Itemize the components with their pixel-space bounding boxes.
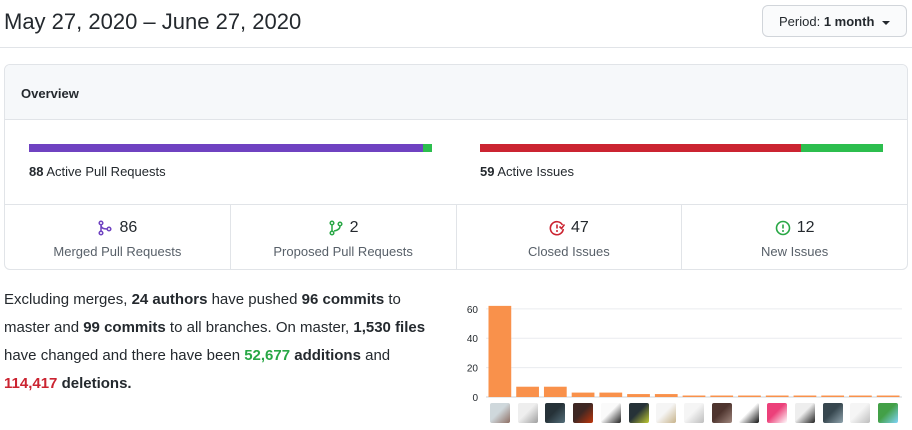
git-merge-icon [98,220,113,236]
deletions-label: deletions. [57,375,132,392]
issue-opened-icon [775,220,791,236]
avatar-3[interactable] [545,403,566,423]
files-changed-count: 1,530 files [353,319,426,336]
active-pull-requests-link[interactable]: 88 Active Pull Requests [29,164,166,179]
overview-panel: Overview 88 Active Pull Requests 59 Acti… [4,64,908,270]
y-tick-label: 40 [467,334,479,345]
period-dropdown-button[interactable]: Period: 1 month [762,5,907,37]
summary-text: have changed and there have been [4,347,245,364]
avatar-9[interactable] [711,403,732,423]
avatar-10[interactable] [739,403,760,423]
avatar-4[interactable] [573,403,594,423]
commit-summary: Excluding merges, 24 authors have pushed… [4,286,444,398]
avatar-12[interactable] [794,403,815,423]
avatar-7[interactable] [656,403,677,423]
proposed-pull-requests-label: Proposed Pull Requests [273,244,413,259]
date-range-title: May 27, 2020 – June 27, 2020 [4,9,302,34]
avatar-15[interactable] [878,403,899,423]
y-tick-label: 60 [467,305,479,316]
pull-requests-open-segment [422,144,432,152]
avatar-6[interactable] [628,403,649,423]
contributor-bar[interactable] [849,395,872,397]
contributor-bar[interactable] [571,392,595,397]
git-pull-request-icon [329,220,343,236]
contributor-bar[interactable] [543,386,567,397]
pull-requests-bar[interactable] [29,144,432,152]
active-issues-label: Active Issues [497,164,574,179]
y-tick-label: 20 [467,364,479,375]
overview-title: Overview [5,65,907,120]
summary-text: to master and [4,291,401,336]
merged-pull-requests-count: 86 [119,219,138,236]
contributors-chart-svg: 60 40 20 0 [467,305,902,404]
contributor-bar[interactable] [682,395,706,397]
active-issues-link[interactable]: 59 Active Issues [480,164,574,179]
pulse-header: May 27, 2020 – June 27, 2020 Period: 1 m… [0,0,912,48]
y-tick-label: 0 [472,393,478,404]
avatar-5[interactable] [600,403,621,423]
activity-bars: 88 Active Pull Requests 59 Active Issues [5,120,907,205]
deletions-count: 114,417 [4,375,58,392]
summary-text: Excluding merges, [4,291,132,308]
contributor-bar[interactable] [738,395,761,397]
pull-requests-merged-segment [29,144,423,152]
avatar-1[interactable] [489,403,510,423]
avatar-13[interactable] [822,403,843,423]
stat-proposed-pull-requests[interactable]: 2 Proposed Pull Requests [231,205,457,269]
additions-count: 52,677 [244,347,291,364]
merged-pull-requests-label: Merged Pull Requests [53,244,182,259]
contributor-bar[interactable] [876,395,900,397]
closed-issues-count: 47 [570,219,589,236]
avatar-2[interactable] [517,403,538,423]
avatar-11[interactable] [767,403,788,423]
closed-issues-label: Closed Issues [528,244,610,259]
stat-new-issues[interactable]: 12 New Issues [682,205,907,269]
contributor-bar[interactable] [627,394,650,397]
stat-closed-issues[interactable]: 47 Closed Issues [457,205,683,269]
caret-down-icon [882,20,891,25]
contributor-bar[interactable] [516,386,539,397]
contributor-bar[interactable] [488,305,512,397]
summary-text: have pushed [207,291,302,308]
active-issues-count: 59 [480,164,495,179]
active-pull-requests-count: 88 [29,164,44,179]
summary-text: to all branches. On master, [165,319,354,336]
issues-new-segment [801,144,883,152]
authors-link[interactable]: 24 authors [131,291,208,308]
commits-all-count: 99 commits [83,319,166,336]
commits-master-count: 96 commits [301,291,385,308]
contributor-bar[interactable] [821,395,845,397]
contributor-bar[interactable] [654,394,678,397]
new-issues-count: 12 [796,219,815,236]
avatar-14[interactable] [850,403,871,423]
period-label: Period: [779,14,821,29]
active-pull-requests-label: Active Pull Requests [46,164,166,179]
new-issues-label: New Issues [761,244,829,259]
issues-bar[interactable] [480,144,883,152]
additions-label: additions [290,347,361,364]
period-value: 1 month [823,14,875,29]
contributor-bar[interactable] [710,395,734,397]
avatar-8[interactable] [684,403,704,423]
contributors-chart: 60 40 20 0 [460,288,908,430]
issue-closed-icon [549,220,565,236]
contributor-bar[interactable] [793,395,817,397]
contributor-bar[interactable] [599,392,623,397]
stat-merged-pull-requests[interactable]: 86 Merged Pull Requests [5,205,231,269]
proposed-pull-requests-count: 2 [349,219,359,236]
summary-text: and [360,347,391,364]
issues-closed-segment [480,144,802,152]
overview-stats: 86 Merged Pull Requests 2 Proposed Pull … [5,205,907,269]
contributor-bar[interactable] [765,395,789,397]
